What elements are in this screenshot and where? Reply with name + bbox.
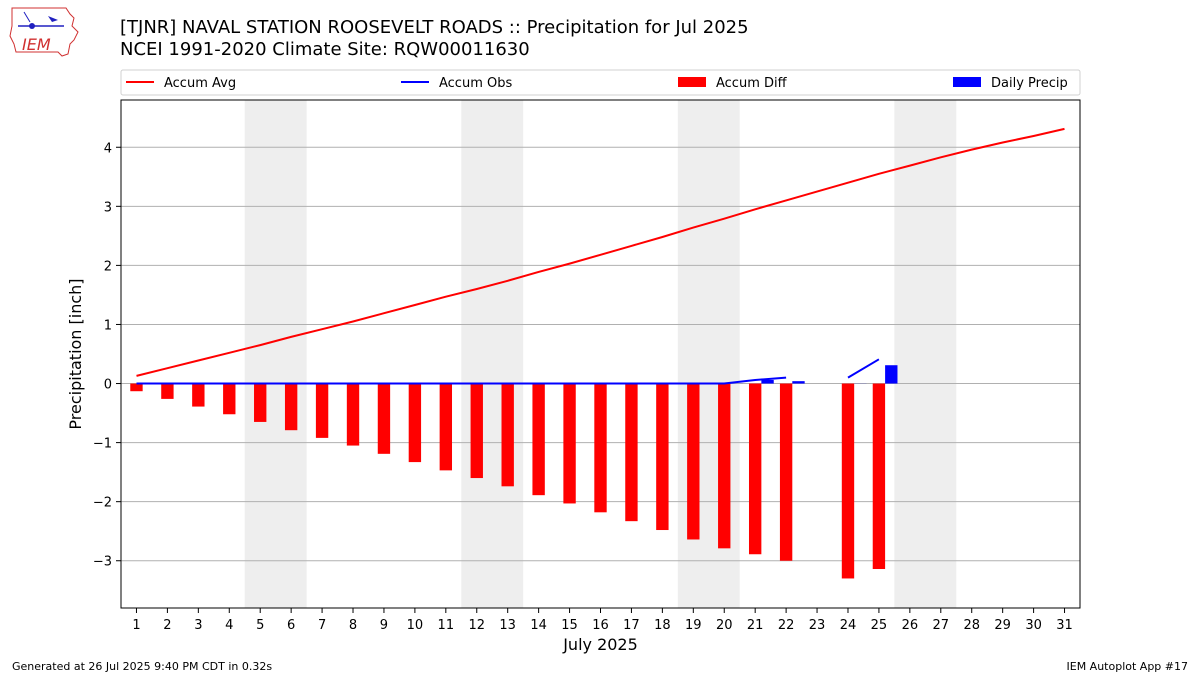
x-tick-label: 28	[963, 618, 980, 633]
accum-diff-bar	[284, 383, 298, 431]
y-tick-label: 1	[104, 318, 112, 333]
y-tick-label: 4	[104, 141, 112, 156]
y-tick-label: 3	[104, 200, 112, 215]
y-tick-label: 0	[104, 378, 112, 393]
accum-avg-line	[136, 127, 1065, 377]
y-tick-label: −3	[93, 555, 112, 570]
weekend-band	[244, 100, 307, 608]
x-axis-ticks: 1 2 3 4 5 6 7 8 9 10 11 12 13 14 15 16 17 18 19 20 21 22 23 24 2…	[132, 608, 1073, 633]
x-axis-label: July 2025	[562, 635, 638, 654]
accum-diff-bar	[470, 383, 483, 479]
logo-text: IEM	[22, 35, 51, 54]
accum-diff-bar	[408, 383, 422, 463]
x-tick-label: 7	[318, 618, 326, 633]
legend-bar-swatch	[678, 77, 706, 87]
accum-diff-bar	[223, 383, 236, 415]
iem-logo: IEM	[8, 6, 80, 58]
y-axis-ticks: −3 −2 −1 0 1 2 3 4	[93, 141, 121, 570]
x-tick-label: 20	[716, 618, 733, 633]
accum-diff-bar	[532, 383, 545, 496]
x-tick-label: 4	[225, 618, 233, 633]
x-tick-label: 15	[561, 618, 578, 633]
title-line-2: NCEI 1991-2020 Climate Site: RQW00011630	[120, 39, 530, 60]
x-tick-label: 1	[132, 618, 140, 633]
x-tick-label: 30	[1025, 618, 1042, 633]
accum-diff-bar	[718, 383, 731, 549]
legend-label: Accum Avg	[164, 76, 236, 91]
legend-label: Accum Diff	[716, 76, 788, 91]
iowa-outline-icon	[9, 7, 79, 57]
legend-label: Daily Precip	[991, 76, 1068, 91]
x-tick-label: 12	[468, 618, 485, 633]
x-tick-label: 9	[380, 618, 388, 633]
accum-diff-bars	[130, 383, 886, 579]
accum-diff-bar	[872, 383, 886, 570]
accum-diff-bar	[161, 383, 174, 399]
x-tick-label: 11	[438, 618, 455, 633]
accum-diff-bar	[625, 383, 638, 522]
legend: Accum Avg Accum Obs Accum Diff Daily Precip	[120, 69, 1081, 96]
x-tick-label: 13	[499, 618, 516, 633]
title-line-1: [TJNR] NAVAL STATION ROOSEVELT ROADS :: …	[120, 17, 749, 38]
y-tick-label: −1	[93, 437, 112, 452]
accum-diff-bar	[377, 383, 391, 454]
grid-lines	[121, 146, 1080, 562]
accum-diff-bar	[656, 383, 669, 531]
series-lines	[136, 127, 1065, 385]
accum-diff-bar	[748, 383, 762, 555]
x-tick-label: 3	[194, 618, 202, 633]
legend-box	[120, 69, 1081, 96]
legend-label: Accum Obs	[439, 76, 512, 91]
accum-diff-bar	[594, 383, 607, 513]
accum-diff-bar	[192, 383, 205, 407]
y-tick-label: 2	[104, 259, 112, 274]
x-tick-label: 29	[994, 618, 1011, 633]
accum-diff-bar	[563, 383, 576, 504]
x-tick-label: 26	[902, 618, 919, 633]
accum-diff-bar	[841, 383, 855, 579]
x-tick-label: 31	[1056, 618, 1073, 633]
x-tick-label: 22	[778, 618, 795, 633]
weekend-band	[894, 100, 957, 608]
accum-diff-bar	[687, 383, 700, 540]
legend-bar-swatch	[953, 77, 981, 87]
x-tick-label: 2	[163, 618, 171, 633]
x-tick-label: 18	[654, 618, 671, 633]
generated-timestamp: Generated at 26 Jul 2025 9:40 PM CDT in …	[12, 660, 273, 673]
daily-precip-bar	[792, 381, 805, 384]
daily-precip-bar	[761, 379, 774, 384]
x-tick-label: 14	[530, 618, 547, 633]
x-tick-label: 23	[809, 618, 826, 633]
x-tick-label: 6	[287, 618, 295, 633]
x-tick-label: 27	[933, 618, 950, 633]
x-tick-label: 25	[871, 618, 888, 633]
accum-diff-bar	[130, 383, 143, 392]
weekend-band	[461, 100, 524, 608]
accum-diff-bar	[346, 383, 360, 446]
accum-obs-line	[136, 358, 880, 385]
x-tick-label: 16	[592, 618, 609, 633]
accum-diff-bar	[254, 383, 267, 422]
x-tick-label: 8	[349, 618, 357, 633]
app-credit: IEM Autoplot App #17	[1066, 660, 1189, 673]
accum-diff-bar	[501, 383, 514, 487]
daily-precip-bar	[885, 365, 898, 384]
y-tick-label: −2	[93, 496, 112, 511]
accum-diff-bar	[315, 383, 329, 438]
accum-diff-bar	[439, 383, 453, 471]
x-tick-label: 17	[623, 618, 640, 633]
x-tick-label: 5	[256, 618, 264, 633]
accum-diff-bar	[779, 383, 793, 561]
y-axis-label: Precipitation [inch]	[66, 278, 85, 429]
x-tick-label: 24	[840, 618, 857, 633]
x-tick-label: 19	[685, 618, 702, 633]
weekend-bands	[244, 100, 957, 608]
x-tick-label: 21	[747, 618, 764, 633]
x-tick-label: 10	[407, 618, 424, 633]
chart-title: [TJNR] NAVAL STATION ROOSEVELT ROADS :: …	[120, 17, 749, 61]
